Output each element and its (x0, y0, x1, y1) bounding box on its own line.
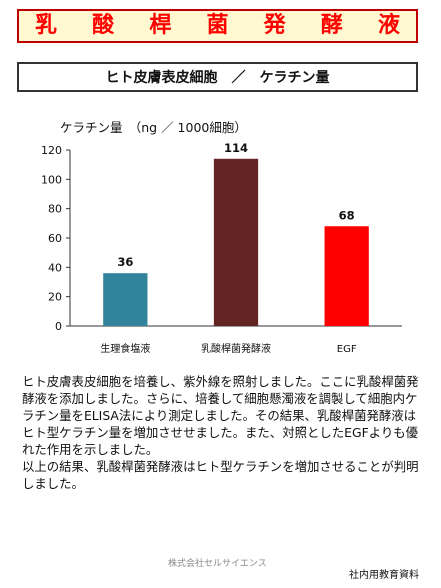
data-label: 68 (339, 208, 355, 222)
data-label: 36 (117, 255, 133, 269)
chart-subtitle: ヒト皮膚表皮細胞 ／ ケラチン量 (105, 70, 330, 86)
y-tick-label: 100 (41, 173, 62, 186)
title-char: 液 (377, 13, 400, 38)
bar (324, 226, 369, 326)
company-name: 株式会社セルサイエンス (168, 559, 267, 569)
title-char: 桿 (149, 13, 172, 38)
description: ヒト皮膚表皮細胞を培養し、紫外線を照射しました。ここに乳酸桿菌発酵液を添加しまし… (22, 373, 422, 492)
title-char: 菌 (206, 13, 229, 38)
y-tick-label: 20 (48, 291, 62, 304)
subtitle-box: ヒト皮膚表皮細胞 ／ ケラチン量 (17, 62, 418, 92)
y-axis-label: ケラチン量 （ng ／ 1000細胞） (60, 120, 247, 135)
description-paragraph-1: ヒト皮膚表皮細胞を培養し、紫外線を照射しました。ここに乳酸桿菌発酵液を添加しまし… (22, 374, 419, 457)
bar (213, 158, 259, 326)
x-tick-label: 乳酸桿菌発酵液 (201, 342, 271, 355)
title-char: 乳 (35, 13, 58, 38)
page-title: 乳酸桿菌発酵液 (19, 15, 416, 37)
y-tick-label: 80 (48, 203, 62, 216)
title-char: 酵 (320, 13, 343, 38)
title-banner: 乳酸桿菌発酵液 (17, 9, 418, 43)
y-tick-label: 60 (48, 232, 62, 245)
footer-note: 社内用教育資料 (349, 570, 419, 581)
y-tick-label: 0 (55, 320, 62, 333)
y-tick-label: 120 (41, 144, 62, 157)
description-paragraph-2: 以上の結果、乳酸桿菌発酵液はヒト型ケラチンを増加させることが判明しました。 (22, 459, 419, 491)
x-tick-label: 生理食塩液 (100, 342, 150, 355)
data-label: 114 (224, 141, 248, 155)
keratin-bar-chart: ケラチン量 （ng ／ 1000細胞） 0 20 40 60 80 100 120 36 生理食塩… (41, 120, 402, 355)
x-tick-label: EGF (337, 344, 357, 355)
title-char: 酸 (92, 13, 115, 38)
title-char: 発 (263, 13, 286, 38)
y-tick-label: 40 (48, 261, 62, 274)
bar (103, 273, 148, 326)
